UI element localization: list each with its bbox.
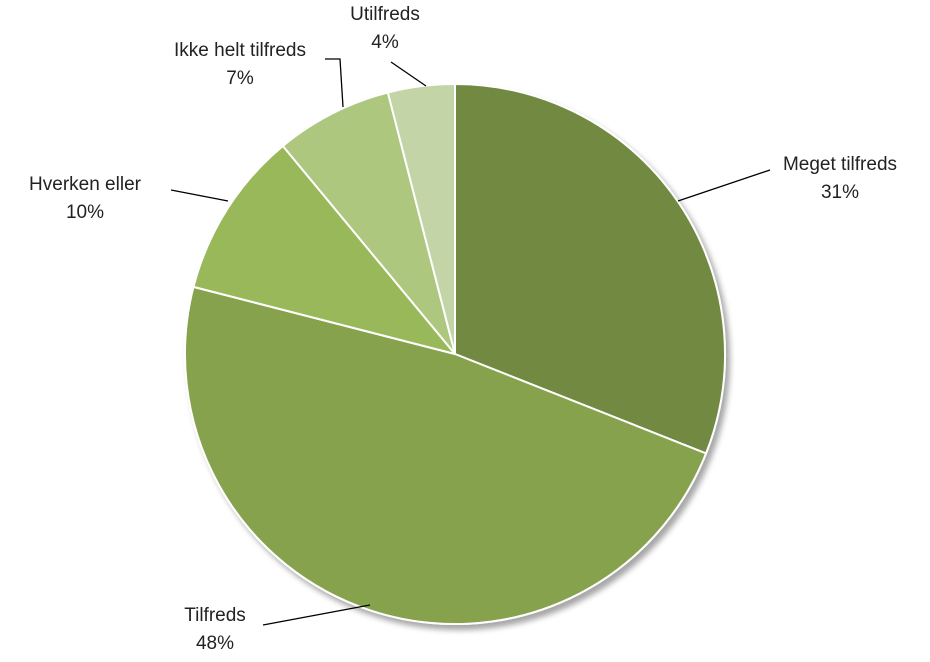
pie-slice-ikke-helt-tilfreds — [281, 91, 456, 355]
slice-label-meget-tilfreds: Meget tilfreds 31% — [783, 154, 897, 203]
slice-category-label: Hverken eller — [29, 174, 142, 195]
pie-slice-utilfreds — [386, 82, 456, 355]
slice-value-label: 48% — [196, 633, 234, 654]
leader-line-meget-tilfreds — [677, 169, 771, 202]
slice-value-label: 7% — [226, 68, 254, 89]
slice-category-label: Utilfreds — [350, 4, 420, 25]
slice-category-label: Ikke helt tilfreds — [174, 40, 306, 61]
pie-slice-hverken-eller — [192, 144, 458, 356]
slice-label-utilfreds: Utilfreds 4% — [350, 4, 420, 53]
slice-label-ikke-helt-tilfreds: Ikke helt tilfreds 7% — [174, 40, 306, 89]
slice-label-tilfreds: Tilfreds 48% — [184, 605, 246, 654]
pie-slices — [183, 82, 726, 625]
leader-line-utilfreds — [390, 61, 427, 87]
slice-category-label: Tilfreds — [184, 605, 246, 626]
slice-label-hverken-eller: Hverken eller 10% — [29, 174, 142, 223]
slice-labels: Meget tilfreds 31% Tilfreds 48% Hverken elle… — [29, 4, 897, 654]
slice-value-label: 4% — [371, 32, 399, 53]
leader-lines — [170, 58, 771, 626]
leader-line-hverken-eller — [170, 189, 229, 202]
pie-slice-tilfreds — [183, 285, 708, 625]
slice-value-label: 10% — [66, 202, 104, 223]
leader-line-tilfreds — [262, 604, 371, 626]
leader-line-ikke-helt-tilfreds — [325, 58, 344, 108]
slice-category-label: Meget tilfreds — [783, 154, 897, 175]
pie-slice-meget-tilfreds — [454, 82, 726, 455]
slice-value-label: 31% — [821, 182, 859, 203]
